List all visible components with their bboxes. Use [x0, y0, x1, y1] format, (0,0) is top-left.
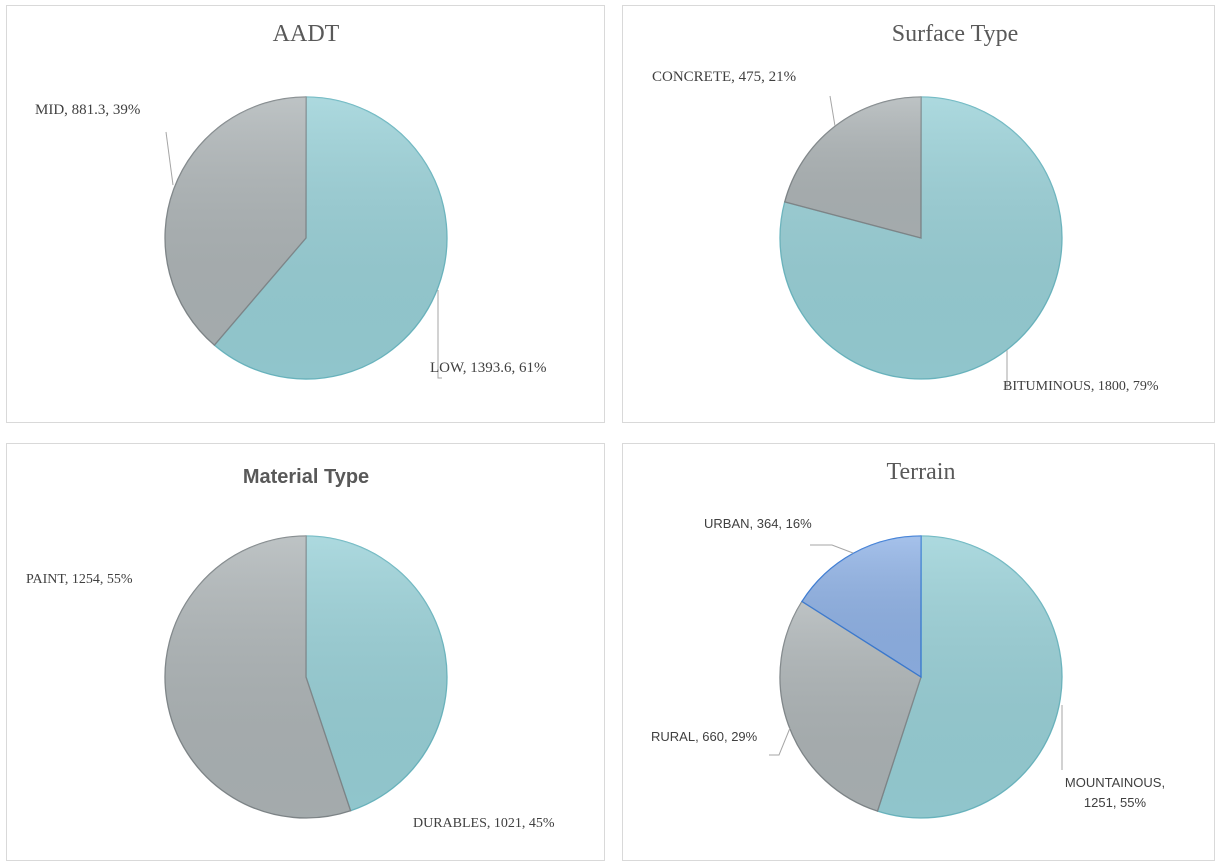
slice-shade — [780, 601, 921, 812]
data-label: CONCRETE, 475, 21% — [652, 69, 797, 85]
data-label: RURAL, 660, 29% — [651, 729, 758, 744]
leader-line — [810, 544, 854, 554]
slice-shade — [306, 536, 447, 811]
chart-title: Surface Type — [892, 21, 1019, 47]
leader-line — [829, 95, 836, 127]
slice-shade — [801, 536, 921, 677]
slice-shade — [164, 97, 306, 346]
data-label: URBAN, 364, 16% — [704, 516, 812, 531]
data-label: DURABLES, 1021, 45% — [413, 816, 555, 831]
slice-shade — [877, 536, 1062, 819]
slice-shade — [164, 536, 351, 818]
data-label: MID, 881.3, 39% — [35, 102, 141, 118]
slice-shade — [214, 97, 447, 379]
data-label: BITUMINOUS, 1800, 79% — [1003, 379, 1159, 394]
data-label: MOUNTAINOUS, 1251, 55% — [1064, 775, 1166, 810]
leader-line — [437, 290, 442, 379]
chart-title: AADT — [273, 21, 340, 47]
leader-line — [165, 131, 174, 186]
data-label: PAINT, 1254, 55% — [26, 572, 133, 587]
leader-line — [769, 727, 791, 756]
chart-title: Terrain — [887, 459, 956, 485]
data-label: LOW, 1393.6, 61% — [430, 360, 547, 376]
chart-title: Material Type — [243, 466, 369, 488]
slice-shade — [784, 97, 921, 238]
